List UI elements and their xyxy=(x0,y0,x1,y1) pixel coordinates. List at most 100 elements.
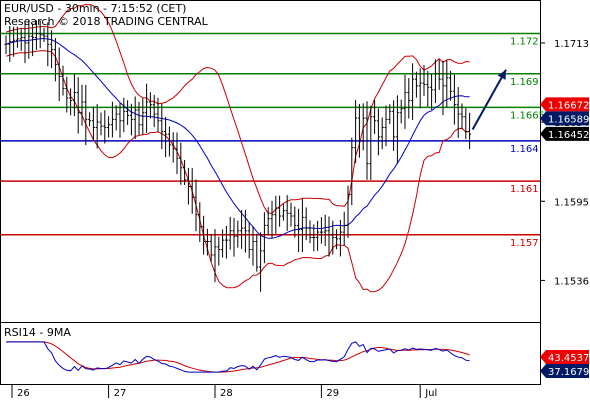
candle xyxy=(209,233,213,262)
candle xyxy=(221,229,225,258)
candle xyxy=(357,103,361,158)
candle xyxy=(141,98,145,135)
rsi-lines-layer xyxy=(6,341,470,373)
x-day-label: 27 xyxy=(114,388,127,399)
candle xyxy=(452,74,456,125)
candle xyxy=(53,38,57,82)
candle xyxy=(346,185,350,239)
price-tag: 1.16589 xyxy=(540,111,589,126)
y-tick-label: 1.1713 xyxy=(554,39,589,50)
candle xyxy=(281,203,285,221)
lower-band-line xyxy=(5,50,470,293)
moving-average-line xyxy=(5,37,470,239)
candle xyxy=(190,167,194,214)
x-day-label: Jul xyxy=(424,388,437,399)
candle xyxy=(327,216,331,257)
candle xyxy=(228,216,232,250)
candle xyxy=(278,195,282,227)
candle xyxy=(243,209,247,253)
candle xyxy=(395,95,399,164)
level-label: 1.157 xyxy=(510,238,539,249)
candle xyxy=(464,108,468,140)
candle xyxy=(76,77,80,134)
candle xyxy=(95,104,99,149)
price-tag: 1.16672 xyxy=(540,97,589,112)
candle xyxy=(414,71,418,98)
projection-arrow-shaft xyxy=(471,69,507,130)
candle xyxy=(69,88,73,116)
rsi-value-tag: 37.1679 xyxy=(540,364,589,378)
candle xyxy=(445,60,449,108)
candle xyxy=(289,202,293,227)
candle xyxy=(433,59,437,104)
candle xyxy=(407,78,411,119)
candle xyxy=(217,236,221,266)
candle xyxy=(12,26,16,57)
candle xyxy=(247,222,251,259)
candle xyxy=(266,207,270,236)
price-tags-layer: 1.16672 1.16589 1.16452 xyxy=(540,97,589,141)
y-tick-label: 1.1595 xyxy=(554,197,589,208)
candle xyxy=(84,84,88,146)
candle xyxy=(316,220,320,251)
candle xyxy=(194,179,198,232)
candle xyxy=(133,96,137,140)
candle xyxy=(126,100,130,125)
rsi-panel-frame xyxy=(0,322,541,385)
candle xyxy=(164,117,168,158)
candle xyxy=(110,101,114,138)
candle xyxy=(384,105,388,147)
candle xyxy=(167,126,171,157)
candle xyxy=(319,217,323,244)
candle xyxy=(323,214,327,247)
candle xyxy=(156,97,160,132)
candle xyxy=(171,132,175,163)
candle xyxy=(403,74,407,129)
candle xyxy=(456,87,460,138)
moving-average-layer xyxy=(5,37,470,239)
projection-arrow-layer xyxy=(471,69,507,130)
y-tick-label: 1.1536 xyxy=(554,276,589,287)
candle xyxy=(236,220,240,248)
candle xyxy=(426,70,430,107)
candle xyxy=(4,35,8,55)
candle xyxy=(331,220,335,255)
candles-layer xyxy=(4,20,472,292)
candle xyxy=(422,65,426,96)
candle xyxy=(179,142,183,185)
candle xyxy=(31,23,35,57)
rsi-panel-label: RSI14 - 9MA xyxy=(4,326,71,339)
upper-band-line xyxy=(5,3,470,214)
candle xyxy=(300,198,304,253)
candle xyxy=(65,76,69,113)
candle xyxy=(308,220,312,244)
candle xyxy=(91,106,95,141)
x-day-label: 28 xyxy=(220,388,233,399)
main-panel-frame xyxy=(0,0,541,323)
candle xyxy=(342,211,346,246)
candle xyxy=(57,47,61,102)
candle xyxy=(399,99,403,124)
candle xyxy=(232,217,236,257)
candle xyxy=(213,229,217,283)
candle xyxy=(373,99,377,135)
candle xyxy=(251,226,255,266)
candle xyxy=(240,210,244,249)
candle xyxy=(99,112,103,136)
candle xyxy=(430,73,434,110)
rsi-value-tag: 43.4537 xyxy=(540,350,589,364)
level-label: 1.164 xyxy=(510,144,539,155)
candle xyxy=(145,83,149,133)
candle xyxy=(262,212,266,264)
candle xyxy=(23,20,27,64)
rsi-line xyxy=(6,341,470,373)
candle xyxy=(72,73,76,117)
level-label: 1.169 xyxy=(510,77,539,88)
candle xyxy=(224,226,228,259)
candle xyxy=(46,22,50,67)
candle xyxy=(88,112,92,127)
candle xyxy=(137,101,141,135)
candle xyxy=(19,27,23,51)
